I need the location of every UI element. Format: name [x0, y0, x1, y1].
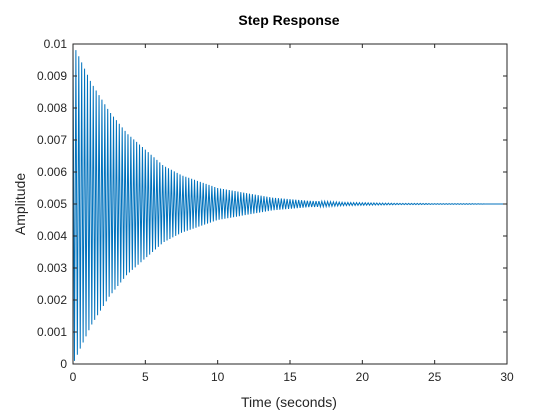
x-tick-label: 25: [428, 370, 442, 384]
y-tick-label: 0.002: [37, 293, 67, 307]
axes: [72, 43, 508, 365]
y-tick-label: 0.003: [37, 261, 67, 275]
x-tick-label: 15: [283, 370, 297, 384]
x-tick-label: 5: [142, 370, 149, 384]
y-tick-label: 0.01: [44, 37, 68, 51]
y-tick-label: 0.008: [37, 101, 67, 115]
x-tick-label: 30: [500, 370, 514, 384]
y-tick-label: 0.009: [37, 69, 67, 83]
x-tick-label: 20: [356, 370, 370, 384]
tick-labels: 0 5 10 15 20 25 30 0 0.001 0.002 0.003 0.004 0.005 0.…: [37, 37, 514, 384]
y-tick-label: 0: [60, 357, 67, 371]
y-tick-label: 0.006: [37, 165, 67, 179]
series-line-0: [72, 43, 507, 364]
y-tick-label: 0.001: [37, 325, 67, 339]
y-tick-label: 0.007: [37, 133, 67, 147]
y-axis-label: Amplitude: [12, 173, 28, 235]
y-tick-label: 0.004: [37, 229, 67, 243]
x-axis-label: Time (seconds): [241, 394, 337, 410]
chart-title: Step Response: [238, 12, 339, 28]
series-layer: [72, 43, 507, 364]
x-tick-label: 10: [211, 370, 225, 384]
y-tick-label: 0.005: [37, 197, 67, 211]
x-tick-label: 0: [70, 370, 77, 384]
